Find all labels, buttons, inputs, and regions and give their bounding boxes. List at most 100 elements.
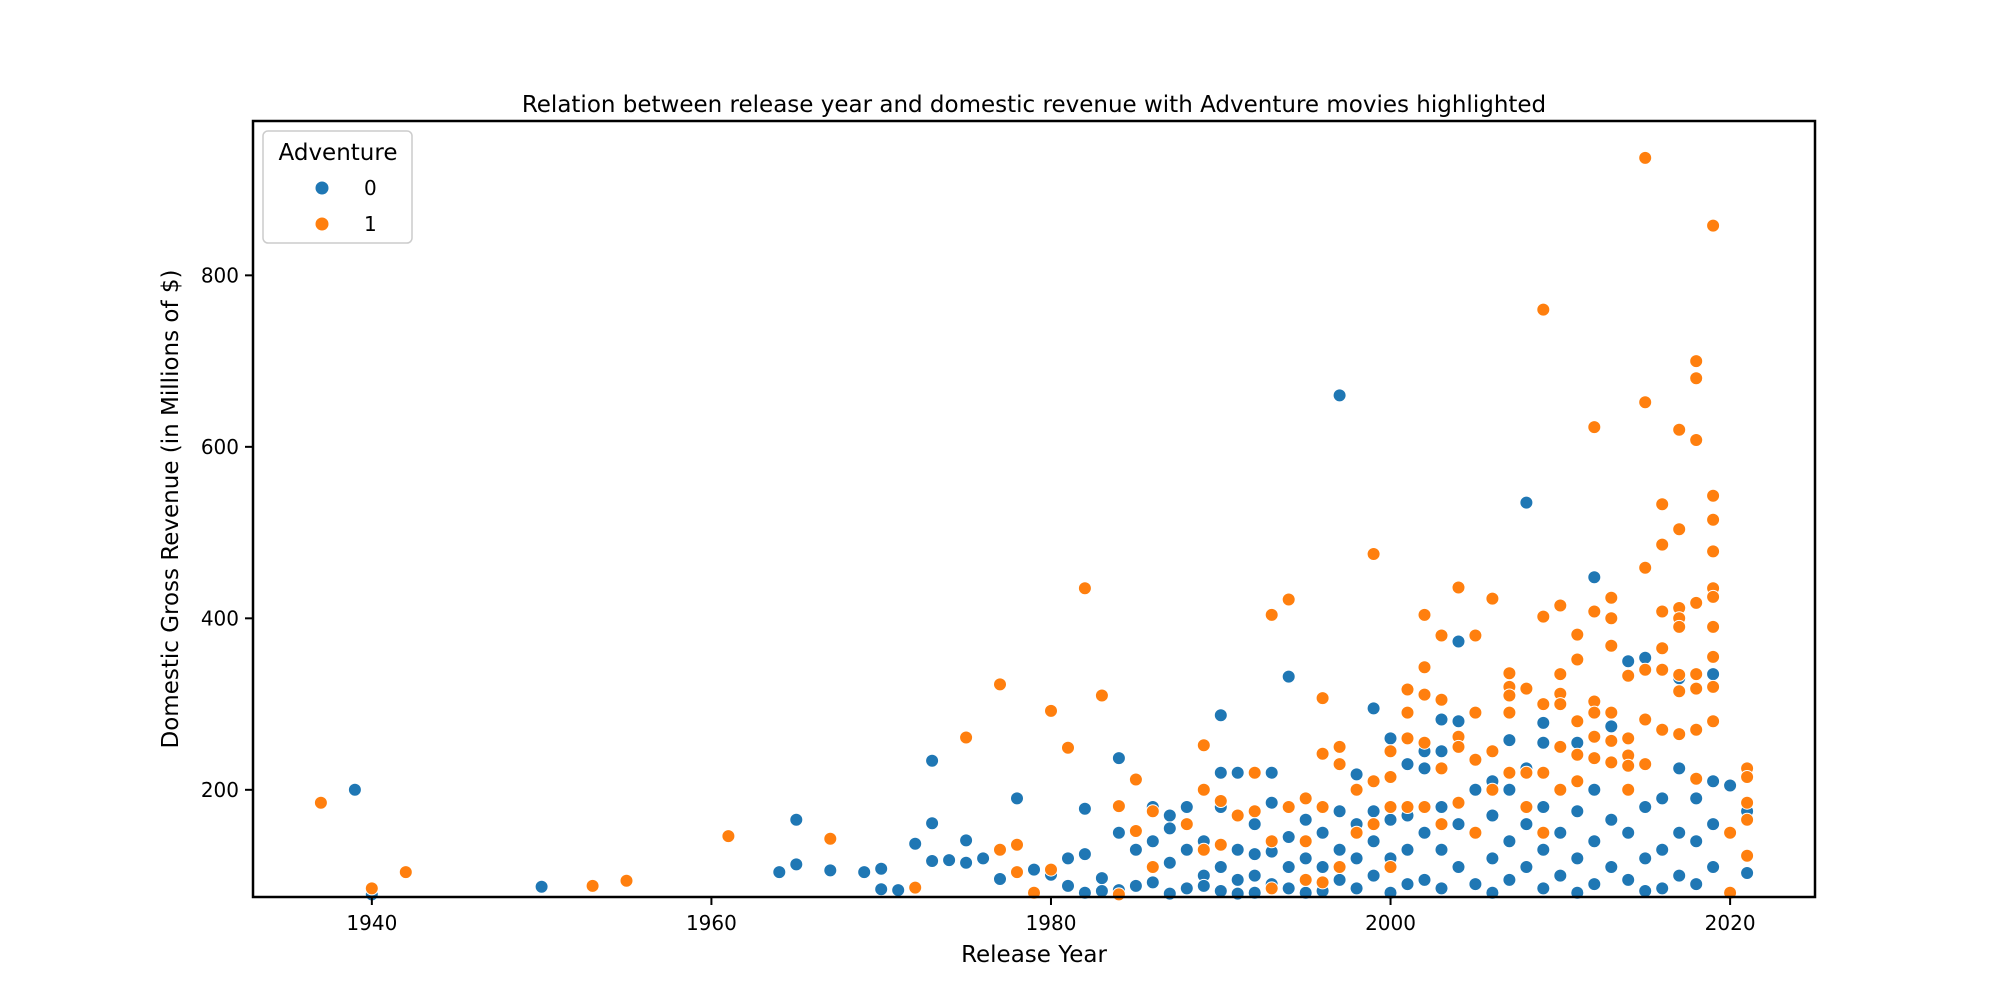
point-series-0-111 (1468, 877, 1483, 892)
point-series-0-169 (1740, 866, 1755, 880)
point-series-1-53 (1366, 817, 1381, 832)
point-series-1-20 (1111, 887, 1126, 902)
point-series-1-107 (1587, 604, 1602, 619)
point-series-1-67 (1434, 628, 1449, 643)
point-series-0-48 (1196, 878, 1211, 893)
point-series-1-35 (1264, 834, 1279, 849)
point-series-0-114 (1485, 851, 1500, 866)
point-series-1-76 (1468, 705, 1483, 720)
point-series-0-92 (1400, 757, 1415, 772)
point-series-0-103 (1434, 842, 1449, 857)
point-series-0-147 (1638, 650, 1653, 665)
point-series-1-149 (1689, 722, 1704, 737)
point-series-0-120 (1519, 495, 1534, 510)
x-tick-label-2020: 2020 (1705, 911, 1756, 935)
y-tick-label-600: 600 (201, 435, 239, 459)
point-series-0-21 (1010, 791, 1024, 806)
point-series-0-107 (1451, 817, 1466, 832)
point-series-1-15 (1044, 862, 1058, 877)
point-series-1-42 (1315, 691, 1330, 706)
point-series-1-38 (1281, 800, 1296, 814)
point-series-0-164 (1706, 817, 1721, 832)
point-series-1-93 (1536, 765, 1551, 780)
ticks-layer: 1940 1960 1980 2000 2020 200 400 600 800 (201, 263, 1756, 935)
point-series-0-104 (1434, 881, 1449, 896)
point-series-1-56 (1383, 800, 1398, 814)
point-series-1-29 (1213, 794, 1228, 808)
point-series-1-113 (1604, 611, 1619, 626)
point-series-0-31 (1111, 751, 1126, 766)
point-series-1-41 (1298, 872, 1313, 887)
point-series-1-16 (1061, 740, 1075, 755)
point-series-0-30 (1094, 871, 1109, 886)
point-series-1-62 (1417, 607, 1432, 622)
point-series-1-157 (1706, 619, 1721, 634)
point-series-1-59 (1400, 705, 1415, 720)
point-series-1-4 (619, 873, 634, 888)
point-series-1-33 (1247, 804, 1262, 819)
point-series-0-19 (993, 872, 1007, 886)
point-series-1-58 (1400, 682, 1415, 697)
point-series-0-130 (1553, 825, 1568, 840)
point-series-1-61 (1400, 800, 1415, 814)
point-series-0-29 (1094, 884, 1109, 898)
point-series-1-66 (1417, 800, 1432, 814)
point-series-1-114 (1604, 638, 1619, 653)
point-series-1-112 (1604, 590, 1619, 605)
point-series-0-149 (1638, 851, 1653, 866)
point-series-1-150 (1689, 771, 1704, 786)
point-series-1-142 (1672, 727, 1687, 742)
point-series-1-148 (1689, 681, 1704, 696)
point-series-1-60 (1400, 731, 1415, 746)
point-series-0-69 (1281, 881, 1296, 896)
point-series-0-125 (1536, 735, 1551, 750)
point-series-0-9 (874, 882, 889, 897)
point-series-0-28 (1077, 801, 1092, 816)
point-series-1-131 (1655, 604, 1670, 619)
point-series-0-109 (1468, 782, 1483, 797)
point-series-1-140 (1672, 667, 1687, 682)
point-series-1-18 (1094, 688, 1109, 703)
point-series-0-126 (1536, 800, 1551, 814)
point-series-0-154 (1655, 881, 1670, 896)
point-series-1-80 (1485, 744, 1500, 759)
point-series-0-148 (1638, 800, 1653, 814)
point-series-1-99 (1553, 739, 1568, 754)
point-series-1-119 (1621, 731, 1636, 746)
point-series-1-89 (1519, 800, 1534, 814)
point-series-0-142 (1604, 860, 1619, 874)
point-series-0-32 (1111, 825, 1126, 840)
point-series-1-63 (1417, 660, 1432, 675)
point-series-1-165 (1740, 795, 1755, 810)
point-series-1-133 (1655, 662, 1670, 677)
point-series-0-13 (925, 816, 940, 831)
x-tick-label-1940: 1940 (346, 911, 397, 935)
point-series-0-59 (1247, 847, 1262, 862)
point-series-0-55 (1230, 842, 1245, 857)
point-series-0-152 (1655, 791, 1670, 806)
point-series-0-44 (1179, 842, 1194, 857)
point-series-1-65 (1417, 735, 1432, 750)
point-series-1-57 (1383, 860, 1398, 874)
point-series-1-127 (1638, 712, 1653, 727)
point-series-1-90 (1536, 302, 1551, 317)
point-series-1-47 (1332, 757, 1347, 772)
point-series-1-105 (1570, 774, 1585, 789)
point-series-1-5 (721, 829, 736, 844)
point-series-0-16 (959, 855, 974, 870)
point-series-0-163 (1706, 774, 1721, 789)
chart-title: Relation between release year and domest… (522, 92, 1546, 118)
point-series-1-100 (1553, 782, 1568, 797)
point-series-1-166 (1740, 812, 1755, 827)
point-series-1-71 (1451, 580, 1466, 595)
point-series-1-160 (1706, 714, 1721, 729)
point-series-0-45 (1179, 881, 1194, 896)
point-series-0-98 (1417, 825, 1432, 840)
point-series-0-117 (1502, 782, 1517, 797)
point-series-0-54 (1230, 765, 1245, 780)
point-series-1-153 (1706, 512, 1721, 527)
point-series-1-43 (1315, 746, 1330, 761)
point-series-1-28 (1196, 842, 1211, 857)
point-series-0-14 (925, 753, 940, 768)
